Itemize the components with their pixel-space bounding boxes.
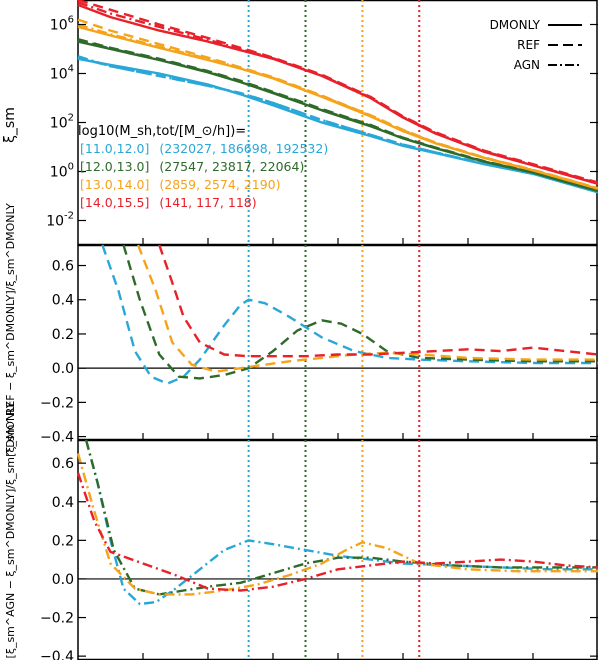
middle-ytick-label-2: 0.2 bbox=[52, 327, 74, 343]
bottom-ytick-label-4: −0.2 bbox=[40, 611, 74, 627]
annotation-row-4: [14.0,15.5] (141, 117, 118) bbox=[80, 195, 257, 210]
annotation-row-3-counts: (2859, 2574, 2190) bbox=[159, 177, 280, 192]
bottom-ytick-label-5: −0.4 bbox=[40, 649, 74, 660]
annotation-row-1: [11.0,12.0] (232027, 186698, 192532) bbox=[80, 141, 328, 156]
bottom-ytick-label-2: 0.2 bbox=[52, 533, 74, 549]
series-bottom-19 bbox=[76, 472, 598, 592]
middle-ytick-label-0: 0.6 bbox=[52, 259, 74, 275]
series-middle-14 bbox=[136, 244, 598, 373]
middle-ylabel: [ξ_sm^REF − ξ_sm^DMONLY]/ξ_sm^DMONLY bbox=[4, 203, 17, 457]
series-bottom-18 bbox=[76, 453, 598, 596]
top-ytick-label-2: 102 bbox=[50, 113, 74, 132]
annotation-row-1-counts: (232027, 186698, 192532) bbox=[159, 141, 328, 156]
bottom-panel-frame bbox=[77, 439, 598, 660]
annotation-row-4-range: [14.0,15.5] bbox=[80, 195, 149, 210]
series-bottom-16 bbox=[84, 439, 598, 606]
middle-ytick-label-1: 0.4 bbox=[52, 293, 74, 309]
bottom-ytick-label-0: 0.6 bbox=[52, 456, 74, 472]
annotation-row-1-range: [11.0,12.0] bbox=[80, 141, 149, 156]
annotation-row-3: [13.0,14.0] (2859, 2574, 2190) bbox=[80, 177, 280, 192]
annotation-row-2-range: [12.0,13.0] bbox=[80, 159, 149, 174]
bottom-ylabel: [ξ_sm^AGN − ξ_sm^DMONLY]/ξ_sm^DMONLY bbox=[4, 401, 17, 658]
top-ytick-label-1: 104 bbox=[50, 64, 74, 83]
annotation-row-3-range: [13.0,14.0] bbox=[80, 177, 149, 192]
legend-label-ref: REF bbox=[517, 38, 540, 52]
series-middle-13 bbox=[122, 244, 598, 380]
top-ytick-label-0: 106 bbox=[50, 15, 74, 34]
annotation-row-4-counts: (141, 117, 118) bbox=[159, 195, 256, 210]
series-top-7 bbox=[77, 18, 598, 190]
top-ytick-label-3: 100 bbox=[50, 162, 74, 181]
series-top-11 bbox=[77, 1, 598, 185]
annotation-row-2: [12.0,13.0] (27547, 23817, 22064) bbox=[80, 159, 304, 174]
middle-ytick-label-4: −0.2 bbox=[40, 395, 74, 411]
bottom-ytick-label-3: 0.0 bbox=[52, 572, 74, 588]
series-lines bbox=[76, 0, 598, 606]
middle-ytick-label-5: −0.4 bbox=[40, 430, 74, 446]
legend-label-dmonly: DMONLY bbox=[490, 18, 541, 32]
series-bottom-17 bbox=[84, 439, 598, 596]
annotation-header: log10(M_sh,tot/[M_⊙/h])= bbox=[78, 124, 246, 139]
top-ytick-label-4: 10-2 bbox=[46, 211, 74, 230]
series-top-5 bbox=[77, 39, 598, 193]
axis-ticks: 106 104 102 100 10-2 0.6 0.4 0.2 0.0 −0.2 −0.4 0.6 0… bbox=[40, 15, 598, 660]
series-middle-12 bbox=[101, 244, 598, 385]
annotation-row-2-counts: (27547, 23817, 22064) bbox=[159, 159, 304, 174]
legend-label-agn: AGN bbox=[514, 58, 540, 72]
middle-ytick-label-3: 0.0 bbox=[52, 361, 74, 377]
top-ylabel: ξ_sm bbox=[2, 107, 18, 143]
series-middle-15 bbox=[158, 244, 598, 358]
series-top-2 bbox=[77, 55, 598, 193]
bottom-ytick-label-1: 0.4 bbox=[52, 495, 74, 511]
mass-bin-annotation: log10(M_sh,tot/[M_⊙/h])= [11.0,12.0] (23… bbox=[78, 124, 328, 210]
legend: DMONLY REF AGN bbox=[490, 18, 582, 72]
series-top-8 bbox=[77, 23, 598, 190]
